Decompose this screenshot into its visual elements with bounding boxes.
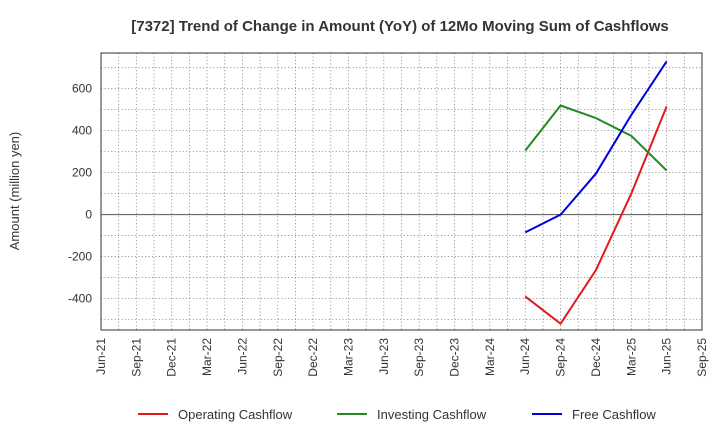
x-tick-label: Jun-21 — [94, 338, 108, 375]
x-tick-label: Dec-23 — [448, 338, 462, 377]
x-tick-label: Jun-24 — [518, 338, 532, 375]
plot-frame — [100, 52, 703, 331]
x-tick-label: Sep-25 — [695, 338, 709, 377]
y-axis-label: Amount (million yen) — [7, 132, 22, 251]
y-ticks: -400 -200 0 200 400 600 — [68, 82, 92, 306]
grid — [100, 53, 703, 330]
series-line-operating-cashflow — [524, 106, 668, 325]
series-line-free-cashflow — [524, 60, 668, 234]
legend-label: Free Cashflow — [572, 407, 656, 422]
x-tick-label: Sep-23 — [412, 338, 426, 377]
y-tick-label: 400 — [72, 124, 92, 138]
x-tick-label: Mar-23 — [341, 338, 355, 376]
y-tick-label: 200 — [72, 166, 92, 180]
legend: Operating Cashflow Investing Cashflow Free… — [138, 407, 656, 422]
y-tick-label: -400 — [68, 292, 92, 306]
x-tick-label: Dec-21 — [165, 338, 179, 377]
y-tick-label: -200 — [68, 250, 92, 264]
x-tick-label: Jun-22 — [235, 338, 249, 375]
x-tick-label: Mar-24 — [483, 338, 497, 376]
y-tick-label: 600 — [72, 82, 92, 96]
x-tick-label: Sep-21 — [129, 338, 143, 377]
x-tick-label: Dec-22 — [306, 338, 320, 377]
y-tick-label: 0 — [85, 208, 92, 222]
legend-label: Operating Cashflow — [178, 407, 293, 422]
legend-label: Investing Cashflow — [377, 407, 487, 422]
x-tick-label: Sep-22 — [271, 338, 285, 377]
series-line-investing-cashflow — [524, 104, 668, 172]
x-tick-label: Mar-25 — [624, 338, 638, 376]
chart-title: [7372] Trend of Change in Amount (YoY) o… — [131, 18, 669, 35]
x-tick-label: Jun-23 — [377, 338, 391, 375]
x-tick-label: Mar-22 — [200, 338, 214, 376]
x-ticks: Jun-21 Sep-21 Dec-21 Mar-22 Jun-22 Sep-22 Dec-… — [94, 338, 709, 377]
x-tick-label: Jun-25 — [660, 338, 674, 375]
x-tick-label: Dec-24 — [589, 338, 603, 377]
series-lines — [524, 60, 668, 325]
x-tick-label: Sep-24 — [554, 338, 568, 377]
